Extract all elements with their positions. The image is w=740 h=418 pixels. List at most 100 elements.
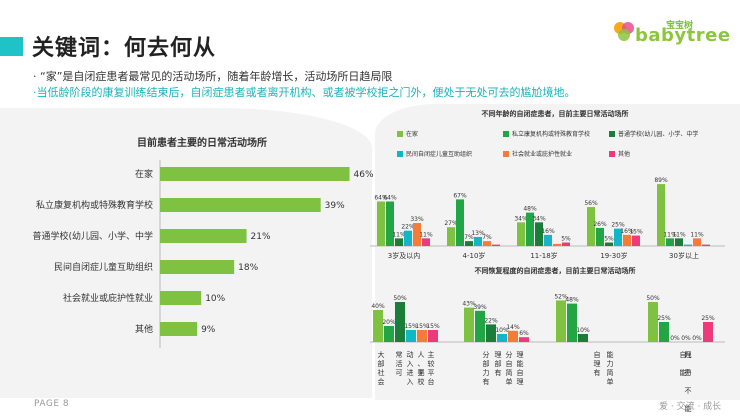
footer-slogan: 爱 · 交流 · 成长 [659, 402, 722, 412]
chart3-bar-1-0 [464, 307, 474, 342]
chart2-bar-1-2 [465, 241, 473, 246]
chart2-bar-1-3 [474, 236, 482, 246]
chart3-category-char-0-3-2: 无 [418, 369, 425, 377]
chart3-category-char-0-5-0: 社 [378, 368, 385, 377]
chart2-title: 不同年龄的自闭症患者，目前主要日常活动场所 [482, 109, 629, 118]
chart3-value-label-4-5: 25% [701, 315, 715, 322]
chart2-value-label-1-0: 27% [444, 220, 458, 227]
babytree-logo-icon [614, 22, 634, 41]
chart3-category-char-1-4-0: 力 [483, 368, 490, 377]
chart2-value-label-3-0: 56% [584, 200, 598, 207]
chart2-bar-2-4 [553, 243, 561, 246]
chart2-legend-swatch-1 [503, 131, 509, 137]
chart2-value-label-4-1: 11% [663, 231, 677, 238]
chart2-category-label-2: 11-18岁 [530, 251, 557, 260]
chart3-category-char-2-0-1: 理 [594, 360, 601, 368]
chart2-bar-4-4 [693, 238, 701, 246]
chart2-bar-2-3 [544, 234, 552, 246]
chart3-title: 不同恢复程度的自闭症患者，目前主要日常活动场所 [475, 266, 636, 275]
chart3-category-char-4-2-0: 不 [685, 387, 692, 395]
chart2-value-label-3-3: 25% [611, 222, 625, 229]
chart3-category-char-2-1-0: 能 [607, 350, 614, 359]
chart3-category-char-0-0-1: 部 [378, 359, 385, 368]
chart3-bar-1-2 [486, 324, 496, 342]
chart3-category-char-0-4-1: 较 [428, 359, 435, 368]
chart1-category-label-2: 普通学校(幼儿园、小学、中学 [32, 230, 153, 242]
chart2-bar-3-1 [596, 227, 604, 246]
chart1-bar-4 [160, 291, 202, 305]
chart1-category-label-1: 私立康复机构或特殊教育学校 [36, 199, 153, 211]
chart2-value-label-2-2: 34% [532, 215, 546, 222]
chart3-category-char-0-2-1: 入 [407, 360, 414, 368]
chart3-value-label-1-2: 22% [484, 317, 498, 324]
chart3-category-char-1-0-0: 分 [483, 350, 490, 359]
chart3-bar-1-1 [475, 310, 485, 342]
chart2-bar-0-0 [377, 201, 385, 246]
chart3-value-label-1-3: 10% [495, 327, 509, 334]
chart3-bar-1-5 [519, 337, 529, 342]
chart2-value-label-3-4: 16% [620, 228, 634, 235]
chart2-category-label-3: 19-30岁 [600, 251, 627, 260]
chart3-category-char-0-8-0: 学 [418, 368, 425, 377]
chart1-value-label-5: 9% [201, 325, 216, 335]
chart2-bar-0-4 [413, 223, 421, 246]
chart2-value-label-1-3: 13% [471, 230, 485, 237]
chart3-category-char-1-1-1: 部 [495, 359, 502, 368]
chart3-category-char-1-2-0: 分 [506, 350, 513, 359]
chart2-value-label-3-5: 15% [629, 229, 643, 236]
bullet-point-2: ·当低龄阶段的康复训练结束后，自闭症患者或者离开机构、或者被学校拒之门外，便处于… [33, 86, 576, 99]
chart3-category-char-1-6-0: 简 [506, 368, 513, 377]
logo-wordmark: babytree [635, 25, 731, 46]
chart3-category-char-0-1-1: 活 [396, 359, 403, 368]
chart3-category-char-1-4-1: 有 [483, 377, 490, 386]
chart1-bar-0 [160, 167, 350, 181]
chart2-bar-1-4 [483, 241, 491, 246]
chart2-legend-swatch-5 [609, 151, 615, 157]
chart1-title: 目前患者主要的日常活动场所 [137, 136, 267, 149]
chart3-bar-1-4 [508, 330, 518, 342]
chart2-value-label-0-4: 33% [410, 216, 424, 223]
chart3-bar-4-1 [659, 322, 669, 342]
chart3-bar-0-0 [373, 310, 383, 342]
chart2-bar-2-1 [526, 212, 534, 246]
footer-page-number: PAGE 8 [34, 399, 70, 409]
chart3-value-label-4-1: 25% [657, 315, 671, 322]
chart2-value-label-4-4: 11% [690, 231, 704, 238]
chart2-legend-label-2: 普通学校(幼儿园、小学、中学 [618, 130, 698, 138]
chart3-bar-2-1 [567, 303, 577, 342]
chart2-bar-0-2 [395, 238, 403, 246]
chart1-category-label-3: 民间自闭症儿童互助组织 [54, 261, 153, 273]
chart3-value-label-0-1: 20% [382, 319, 396, 326]
chart3-category-char-1-3-0: 理 [517, 351, 524, 359]
chart2-legend-label-4: 社会就业或庇护性就业 [512, 150, 572, 158]
chart2-bar-0-3 [404, 230, 412, 246]
chart3-category-char-0-3-0: 人 [418, 351, 425, 359]
chart2-value-label-2-5: 5% [561, 236, 571, 243]
chart3-category-char-3-2-0: 能 [680, 368, 687, 377]
chart3-category-char-3-1-0: 理 [685, 351, 692, 359]
chart2-category-label-4: 30岁以上 [669, 251, 699, 260]
chart3-category-char-0-2-0: 动 [407, 350, 414, 359]
chart3-category-char-0-7-0: 进 [407, 369, 414, 377]
chart3-category-char-1-0-1: 部 [483, 359, 490, 368]
chart3-bar-0-3 [406, 330, 416, 342]
chart3-category-char-0-9-0: 平 [428, 369, 435, 377]
page-title: 关键词：何去何从 [32, 36, 217, 61]
chart3-category-char-2-3-1: 单 [607, 377, 614, 386]
chart3-category-char-0-8-1: 校 [418, 377, 425, 386]
chart3-category-char-2-1-1: 力 [607, 359, 614, 368]
chart3-category-char-4-1-0: 乎 [685, 368, 692, 377]
chart3-value-label-1-4: 14% [506, 324, 520, 331]
chart3-value-label-0-0: 40% [371, 303, 385, 310]
chart2-bar-4-5 [702, 244, 710, 246]
chart3-category-char-0-3-1: 、 [418, 360, 425, 368]
chart2-value-label-0-5: 11% [419, 231, 433, 238]
chart2-bar-3-0 [587, 207, 595, 246]
chart1-category-label-0: 在家 [135, 168, 153, 180]
chart2-legend-swatch-0 [397, 131, 403, 137]
chart3-category-char-0-5-1: 会 [378, 377, 385, 386]
chart2-legend-label-1: 私立康复机构或特殊教育学校 [512, 130, 590, 138]
chart1-bar-2 [160, 229, 247, 243]
chart2-bar-3-2 [605, 242, 613, 246]
